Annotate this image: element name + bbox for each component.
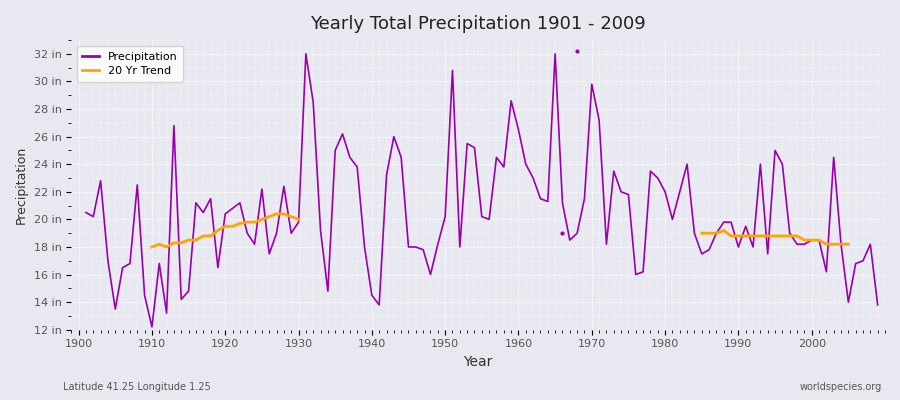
20 Yr Trend: [198, 234, 209, 238]
Precipitation: [315, 228, 326, 233]
20 Yr Trend: [220, 224, 230, 229]
Text: worldspecies.org: worldspecies.org: [800, 382, 882, 392]
20 Yr Trend: [154, 242, 165, 247]
Line: 20 Yr Trend: 20 Yr Trend: [152, 214, 299, 247]
Precipitation: [147, 324, 158, 329]
Title: Yearly Total Precipitation 1901 - 2009: Yearly Total Precipitation 1901 - 2009: [310, 15, 646, 33]
Y-axis label: Precipitation: Precipitation: [15, 146, 28, 224]
20 Yr Trend: [176, 240, 186, 245]
Text: Latitude 41.25 Longitude 1.25: Latitude 41.25 Longitude 1.25: [63, 382, 211, 392]
20 Yr Trend: [212, 228, 223, 233]
20 Yr Trend: [249, 220, 260, 224]
20 Yr Trend: [278, 212, 289, 216]
20 Yr Trend: [264, 214, 274, 219]
Precipitation: [80, 210, 91, 215]
Line: Precipitation: Precipitation: [86, 54, 878, 327]
Legend: Precipitation, 20 Yr Trend: Precipitation, 20 Yr Trend: [76, 46, 184, 82]
Precipitation: [616, 190, 626, 194]
Precipitation: [301, 52, 311, 56]
Precipitation: [359, 244, 370, 249]
Precipitation: [140, 293, 150, 298]
20 Yr Trend: [205, 234, 216, 238]
20 Yr Trend: [184, 238, 194, 242]
Precipitation: [520, 162, 531, 167]
20 Yr Trend: [227, 224, 238, 229]
20 Yr Trend: [235, 221, 246, 226]
20 Yr Trend: [191, 238, 202, 242]
Precipitation: [527, 176, 538, 180]
20 Yr Trend: [256, 217, 267, 222]
Precipitation: [872, 302, 883, 307]
20 Yr Trend: [168, 240, 179, 245]
X-axis label: Year: Year: [464, 355, 493, 369]
20 Yr Trend: [161, 244, 172, 249]
20 Yr Trend: [242, 220, 253, 224]
20 Yr Trend: [147, 244, 158, 249]
20 Yr Trend: [293, 217, 304, 222]
20 Yr Trend: [271, 212, 282, 216]
20 Yr Trend: [286, 214, 297, 219]
